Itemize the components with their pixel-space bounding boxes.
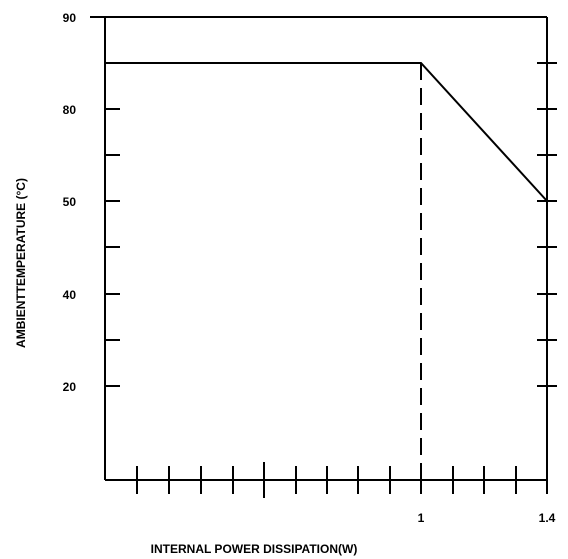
y-tick-label-50: 50 xyxy=(63,195,77,209)
y-tick-label-80: 80 xyxy=(63,103,77,117)
x-axis-title: INTERNAL POWER DISSIPATION(W) xyxy=(151,542,358,556)
plot-frame xyxy=(90,16,548,481)
y-tick-label-40: 40 xyxy=(63,288,77,302)
x-tick-labels: 1 1.4 xyxy=(418,511,556,525)
series-line-1 xyxy=(105,62,548,202)
x-tick-label-1-4: 1.4 xyxy=(539,511,556,525)
y-axis-title: AMBIENTTEMPERATURE (°C) xyxy=(14,178,28,348)
y-tick-label-90: 90 xyxy=(63,11,77,25)
series-layer xyxy=(105,62,548,202)
y-tick-label-20: 20 xyxy=(63,380,77,394)
x-tick-label-1: 1 xyxy=(418,511,425,525)
y-tick-labels: 90 80 50 40 20 xyxy=(63,11,77,394)
